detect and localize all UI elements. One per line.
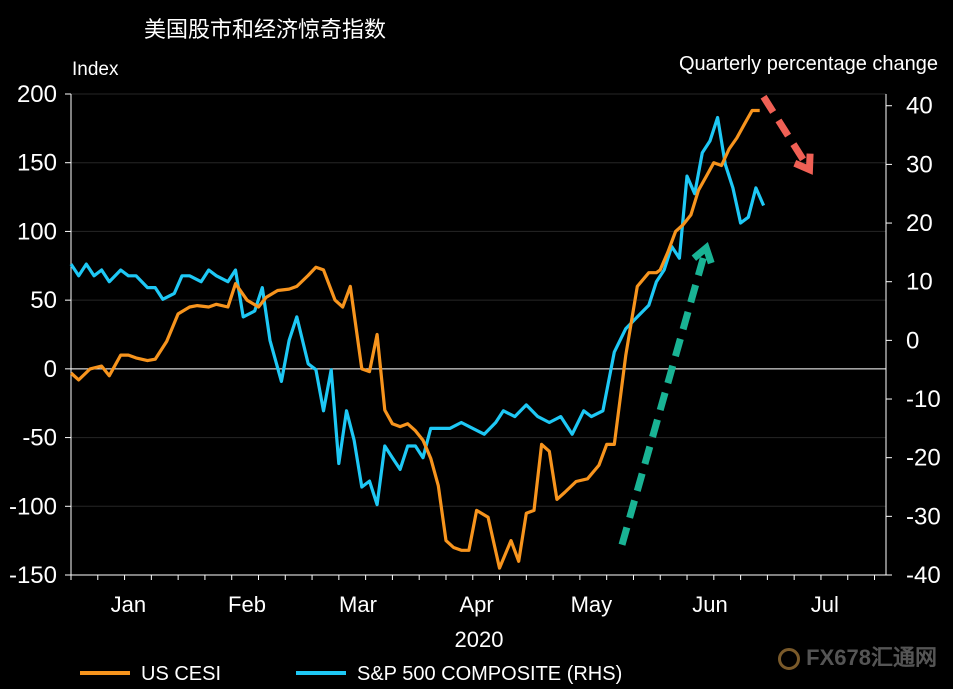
right-tick-label: -30: [906, 503, 941, 530]
series-line-sp500: [69, 115, 766, 507]
legend: US CESI S&P 500 COMPOSITE (RHS): [80, 663, 622, 685]
x-tick-label: Jun: [692, 592, 727, 617]
right-tick-label: 0: [906, 327, 919, 354]
right-tick-label: 30: [906, 151, 933, 178]
x-tick-label: Mar: [339, 592, 377, 617]
x-tick-label: Feb: [228, 592, 266, 617]
x-tick-label: Jan: [111, 592, 146, 617]
series-layer: [69, 108, 766, 570]
watermark-text: FX678汇通网: [806, 645, 937, 670]
x-axis-label: 2020: [455, 627, 504, 652]
left-tick-label: 150: [17, 150, 57, 177]
arrow-up-head: [691, 241, 715, 265]
left-tick-label: -150: [9, 562, 57, 589]
watermark-logo-icon: [778, 648, 801, 671]
arrow-down-head: [793, 153, 814, 175]
left-tick-label: -50: [22, 425, 57, 452]
x-axis: Jan Feb Mar Apr May Jun Jul: [70, 574, 886, 617]
chart-title: 美国股市和经济惊奇指数: [144, 18, 387, 43]
left-tick-label: 0: [44, 356, 57, 383]
right-tick-label: -40: [906, 562, 941, 589]
right-tick-label: 40: [906, 93, 933, 120]
left-axis-label: Index: [72, 59, 119, 80]
gridlines: [71, 93, 886, 576]
arrow-down: [760, 94, 813, 172]
left-tick-label: 200: [17, 81, 57, 108]
left-tick-label: 50: [30, 287, 57, 314]
legend-label: US CESI: [141, 663, 221, 685]
annotation-arrows: [618, 94, 814, 546]
x-tick-label: May: [571, 592, 613, 617]
arrow-up: [618, 246, 710, 546]
right-axis-label: Quarterly percentage change: [679, 53, 938, 75]
right-tick-label: -20: [906, 445, 941, 472]
x-tick-label: Jul: [811, 592, 839, 617]
right-tick-label: 20: [906, 210, 933, 237]
right-tick-label: -10: [906, 386, 941, 413]
legend-label: S&P 500 COMPOSITE (RHS): [357, 663, 622, 685]
right-tick-label: 10: [906, 269, 933, 296]
watermark: FX678汇通网: [778, 640, 937, 672]
right-axis: 40 30 20 10 0 -10 -20 -30 -40: [885, 93, 941, 589]
x-tick-label: Apr: [459, 592, 493, 617]
left-axis: 200 150 100 50 0 -50 -100 -150: [9, 81, 72, 589]
left-tick-label: -100: [9, 493, 57, 520]
series-line-us-cesi: [69, 108, 760, 570]
left-tick-label: 100: [17, 218, 57, 245]
